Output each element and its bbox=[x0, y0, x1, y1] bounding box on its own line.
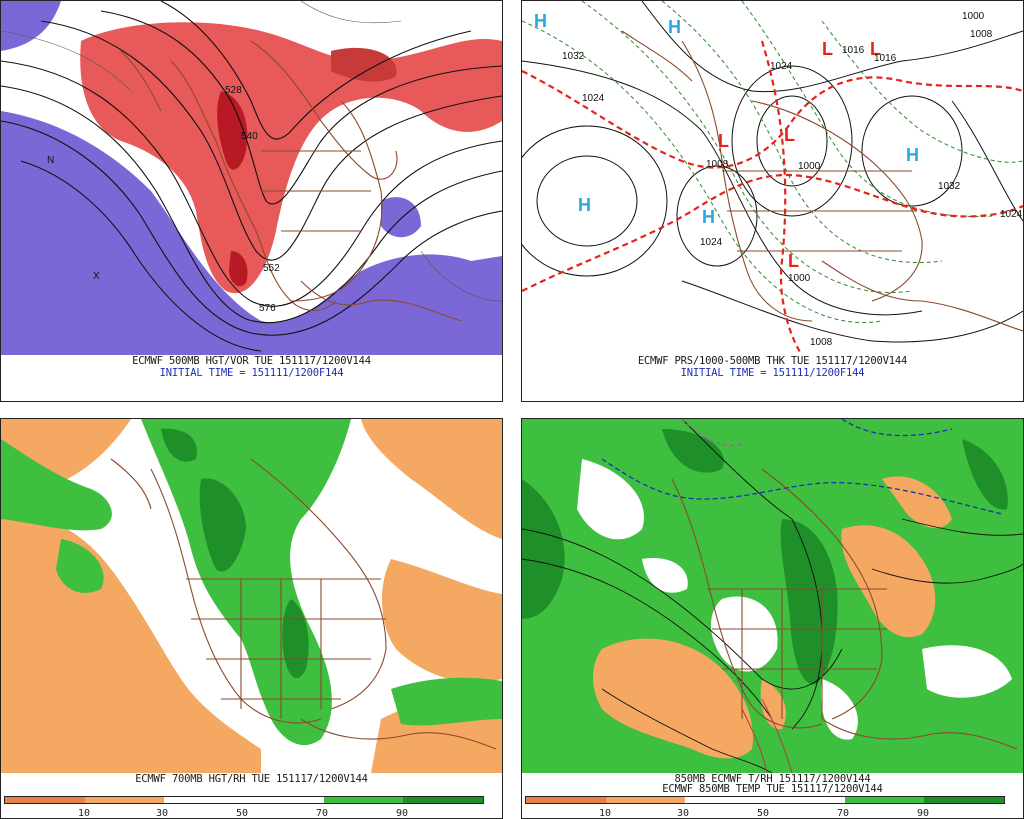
vort-max-marker: N bbox=[47, 155, 54, 166]
isobar-label: 1000 bbox=[798, 161, 821, 172]
colorbar-label: 30 bbox=[155, 808, 169, 819]
colorbar-label: 90 bbox=[916, 808, 930, 819]
low-pressure-marker: L bbox=[870, 39, 881, 59]
panel-500mb-hgt-vor: 528 540 552 576 N X ECMWF 500MB HGT/VOR … bbox=[0, 0, 503, 402]
vort-strong-area bbox=[217, 91, 248, 170]
panel-850mb-temp-rh: 850MB ECMWF T/RH 151117/1200V144 ECMWF 8… bbox=[521, 418, 1024, 819]
vort-strong-area-2 bbox=[229, 251, 248, 287]
caption-line2: INITIAL TIME = 151111/1200F144 bbox=[159, 367, 344, 379]
low-pressure-marker: L bbox=[784, 125, 795, 145]
rh-neutral-area-3 bbox=[922, 645, 1012, 698]
caption-line2: ECMWF 850MB TEMP TUE 151117/1200V144 bbox=[662, 783, 883, 795]
colorbar-label: 10 bbox=[598, 808, 612, 819]
caption-line1: ECMWF 700MB HGT/RH TUE 151117/1200V144 bbox=[135, 773, 368, 785]
rh-colorbar: 10 30 50 70 90 bbox=[4, 796, 484, 819]
rh-wet-area-3 bbox=[662, 429, 724, 473]
colorbar-label: 90 bbox=[395, 808, 409, 819]
contour-label: 576 bbox=[259, 303, 276, 314]
isobar-label: 1032 bbox=[938, 181, 961, 192]
high-pressure-marker: H bbox=[668, 17, 681, 37]
low-pressure-marker: L bbox=[718, 131, 729, 151]
vort-strong-area-3 bbox=[331, 47, 397, 82]
low-pressure-marker: L bbox=[788, 251, 799, 271]
colorbar-bin-0-10 bbox=[526, 797, 606, 803]
isobar-label: 1000 bbox=[788, 273, 811, 284]
colorbar-bin-90-100 bbox=[924, 797, 1005, 803]
isobar-label: 1024 bbox=[1000, 209, 1023, 220]
panel-surface-pressure-thickness: H H H H H L L L L L 1032 1024 1024 1016 … bbox=[521, 0, 1024, 402]
colorbar-bin-50-70 bbox=[765, 797, 845, 803]
colorbar-bin-70-90 bbox=[323, 797, 404, 803]
rh-moist-area-2 bbox=[1, 439, 112, 531]
isobar-label: 1024 bbox=[582, 93, 605, 104]
rh-dry-area bbox=[593, 638, 753, 759]
rh-moist-area-3 bbox=[391, 677, 502, 726]
isobar-label: 1016 bbox=[842, 45, 865, 56]
colorbar-bin-10-30 bbox=[605, 797, 686, 803]
vort-negative-area bbox=[1, 111, 502, 355]
isobar-label: 1008 bbox=[970, 29, 993, 40]
vort-min-marker: X bbox=[93, 271, 100, 282]
high-pressure-marker: H bbox=[534, 11, 547, 31]
rh-wet-area-3 bbox=[161, 428, 197, 462]
contour-label: 540 bbox=[241, 131, 258, 142]
panel-700mb-hgt-rh: ECMWF 700MB HGT/RH TUE 151117/1200V144 1… bbox=[0, 418, 503, 819]
map-700mb bbox=[1, 419, 502, 773]
isobar-label: 1008 bbox=[810, 337, 833, 348]
caption-line2: INITIAL TIME = 151111/1200F144 bbox=[680, 367, 865, 379]
rh-dry-area-4 bbox=[381, 559, 502, 683]
contour-label: 528 bbox=[225, 85, 242, 96]
rh-neutral-area-5 bbox=[642, 558, 688, 593]
high-pressure-marker: H bbox=[906, 145, 919, 165]
colorbar-bin-70-90 bbox=[844, 797, 925, 803]
rh-dry-area-3 bbox=[361, 419, 502, 539]
high-pressure-marker: H bbox=[578, 195, 591, 215]
caption-line1: 850MB ECMWF T/RH 151117/1200V144 bbox=[674, 773, 871, 785]
colorbar-label: 70 bbox=[315, 808, 329, 819]
isobar-label: 1016 bbox=[874, 53, 897, 64]
caption-line1: ECMWF PRS/1000-500MB THK TUE 151117/1200… bbox=[637, 355, 908, 367]
map-surface: H H H H H L L L L L 1032 1024 1024 1016 … bbox=[522, 1, 1023, 355]
colorbar-bin-50-70 bbox=[244, 797, 324, 803]
high-pressure-marker: H bbox=[702, 207, 715, 227]
low-pressure-marker: L bbox=[822, 39, 833, 59]
map-500mb: 528 540 552 576 N X bbox=[1, 1, 502, 355]
rh-wet-area-4 bbox=[962, 439, 1008, 510]
isobar-label: 1024 bbox=[700, 237, 723, 248]
colorbar-label: 50 bbox=[235, 808, 249, 819]
isobar-label: 1024 bbox=[770, 61, 793, 72]
contour-label: 552 bbox=[263, 263, 280, 274]
isobar-label: 1032 bbox=[562, 51, 585, 62]
colorbar-bin-90-100 bbox=[403, 797, 484, 803]
rh-wet-area-2 bbox=[522, 479, 565, 619]
vort-negative-area-2 bbox=[381, 197, 421, 238]
rh-colorbar: 10 30 50 70 90 bbox=[525, 796, 1005, 819]
isobar-label: 1008 bbox=[706, 159, 729, 170]
vort-positive-area bbox=[80, 22, 502, 294]
caption-line1: ECMWF 500MB HGT/VOR TUE 151117/1200V144 bbox=[132, 355, 371, 367]
map-850mb bbox=[522, 419, 1023, 773]
vort-negative-area-3 bbox=[1, 1, 61, 51]
colorbar-label: 50 bbox=[756, 808, 770, 819]
colorbar-label: 10 bbox=[77, 808, 91, 819]
colorbar-label: 30 bbox=[676, 808, 690, 819]
colorbar-bin-10-30 bbox=[84, 797, 165, 803]
colorbar-bin-0-10 bbox=[5, 797, 85, 803]
isobar-label: 1000 bbox=[962, 11, 985, 22]
colorbar-bin-30-50 bbox=[164, 797, 245, 803]
colorbar-label: 70 bbox=[836, 808, 850, 819]
rh-wet-area bbox=[199, 478, 246, 572]
colorbar-bin-30-50 bbox=[685, 797, 766, 803]
rh-wet-area bbox=[780, 519, 838, 685]
rh-dry-area-4 bbox=[760, 679, 786, 730]
rh-moist-area-4 bbox=[56, 539, 104, 593]
rh-dry-area-2 bbox=[841, 525, 936, 638]
rh-neutral-area bbox=[577, 459, 644, 540]
